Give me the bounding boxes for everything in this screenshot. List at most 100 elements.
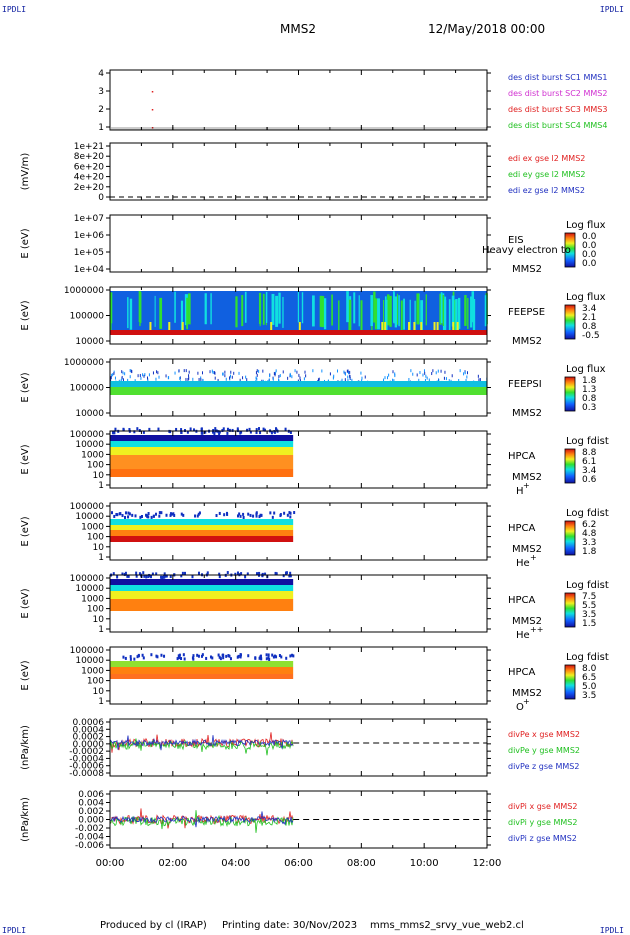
spectrogram-sparse bbox=[180, 657, 183, 661]
spectrogram-sparse bbox=[169, 513, 172, 517]
colorbar-tick-label: 1.8 bbox=[582, 547, 597, 557]
spectrogram-sparse bbox=[249, 430, 252, 434]
spectrogram-sparse bbox=[477, 374, 479, 378]
spectrogram-sparse bbox=[197, 571, 200, 575]
spectrogram-sparse bbox=[214, 376, 216, 380]
spectrogram-sparse bbox=[135, 571, 138, 575]
spectrogram-sparse bbox=[239, 655, 242, 659]
ytick-label: 10 bbox=[93, 543, 105, 553]
spectrogram-sparse bbox=[321, 369, 323, 373]
ytick-label: 2e+20 bbox=[74, 183, 105, 193]
spectrogram-sparse bbox=[393, 379, 395, 383]
spectrogram-sparse bbox=[293, 511, 296, 515]
spectrogram-streak bbox=[358, 295, 360, 327]
chart-figure: 4 3 2 1 des dist burst SC1 MMS1 des dist burs… bbox=[20, 69, 609, 869]
spectrogram-sparse bbox=[200, 376, 202, 380]
spectrogram-sparse bbox=[128, 428, 131, 432]
spectrogram-sparse bbox=[178, 656, 181, 660]
spectrogram-sparse bbox=[444, 370, 446, 374]
spectrogram-sparse bbox=[183, 369, 185, 373]
spectrogram-sparse bbox=[178, 369, 180, 373]
spectrogram-sparse bbox=[133, 657, 136, 661]
ytick-label: 0.000 bbox=[78, 816, 104, 826]
spectrogram-streak bbox=[451, 295, 455, 327]
spectrogram-sparse bbox=[222, 372, 224, 376]
spectrogram-sparse bbox=[299, 376, 301, 380]
spectrogram-sparse bbox=[121, 572, 124, 576]
spectrogram-sparse bbox=[112, 373, 114, 377]
spectrogram-sparse bbox=[252, 514, 255, 518]
ylabel: E (eV) bbox=[20, 660, 31, 690]
spectrogram-streak bbox=[319, 295, 323, 327]
ytick-label: -0.004 bbox=[75, 833, 104, 843]
spectrogram-sparse bbox=[256, 369, 258, 373]
spectrogram-sparse bbox=[129, 369, 131, 373]
spectrogram-sparse bbox=[349, 375, 351, 379]
spectrogram-sparse bbox=[226, 571, 229, 575]
spectrogram-sparse bbox=[343, 370, 345, 374]
spectrogram-sparse bbox=[116, 575, 119, 579]
spectrogram-band bbox=[110, 441, 294, 447]
spectrogram-sparse bbox=[292, 654, 295, 658]
spectrogram-sparse bbox=[274, 654, 277, 658]
spectrogram-sparse bbox=[167, 376, 169, 380]
spectrogram-sparse bbox=[225, 377, 227, 381]
spectrogram-sparse bbox=[202, 379, 204, 383]
spectrogram-sparse bbox=[255, 511, 258, 515]
spectrogram-sparse bbox=[197, 371, 199, 375]
instrument-label: HPCA bbox=[508, 523, 536, 534]
spectrogram-hot bbox=[181, 322, 184, 330]
spectrogram-sparse bbox=[124, 515, 127, 519]
spectrogram-sparse bbox=[160, 653, 163, 657]
spectrogram-sparse bbox=[259, 655, 262, 659]
spectrogram-sparse bbox=[264, 572, 267, 576]
spectrogram-sparse bbox=[174, 371, 176, 375]
spectrogram-band bbox=[110, 579, 294, 585]
ylabel: (nPa/km) bbox=[20, 797, 31, 842]
spectrogram-streak bbox=[420, 300, 424, 332]
spectrogram-sparse bbox=[182, 513, 185, 517]
ytick-label: 1e+04 bbox=[74, 265, 105, 275]
spectrogram-sparse bbox=[269, 374, 271, 378]
ytick-label: -0.002 bbox=[75, 824, 104, 834]
spectrogram-sparse bbox=[188, 376, 190, 380]
spectrogram-sparse bbox=[236, 571, 239, 575]
spectrogram-sparse bbox=[238, 512, 241, 516]
spectrogram-sparse bbox=[170, 512, 173, 516]
spectrogram-sparse bbox=[424, 371, 426, 375]
date-title: 12/May/2018 00:00 bbox=[428, 22, 546, 36]
spectrogram-sparse bbox=[180, 430, 183, 434]
spectrogram-sparse bbox=[221, 653, 224, 657]
spectrogram-sparse bbox=[258, 571, 261, 575]
spectrogram-sparse bbox=[256, 373, 258, 377]
spectrogram-sparse bbox=[213, 371, 215, 375]
spectrogram-sparse bbox=[127, 574, 130, 578]
corner-label-bottom-left: IPDLI bbox=[2, 926, 27, 935]
spectrogram-sparse bbox=[418, 378, 420, 382]
spectrogram-sparse bbox=[267, 656, 270, 660]
spectrogram-sparse bbox=[121, 370, 123, 374]
colorbar bbox=[564, 592, 576, 628]
spectrogram-streak bbox=[393, 292, 395, 324]
spectrogram-sparse bbox=[143, 374, 145, 378]
spectrogram-sparse bbox=[464, 371, 466, 375]
ytick-label: 100 bbox=[87, 605, 104, 615]
spectrogram-sparse bbox=[129, 655, 132, 659]
spectrogram-sparse bbox=[136, 655, 139, 659]
spectrogram-sparse bbox=[147, 376, 149, 380]
spectrogram-sparse bbox=[131, 513, 134, 517]
spectrogram-sparse bbox=[222, 656, 225, 660]
spectrogram-sparse bbox=[478, 378, 480, 382]
ytick-label: 10000 bbox=[75, 440, 104, 450]
spectrogram-sparse bbox=[135, 574, 138, 578]
spectrogram-sparse bbox=[200, 654, 203, 658]
spectrogram-sparse bbox=[176, 657, 179, 661]
spectrogram-sparse bbox=[111, 511, 114, 515]
ytick-label: 1 bbox=[98, 625, 104, 635]
spectrogram-sparse bbox=[127, 378, 129, 382]
spectrogram-sparse bbox=[275, 572, 278, 576]
spectrogram-sparse bbox=[289, 654, 292, 658]
spectrogram-streak bbox=[204, 293, 207, 325]
spacecraft-title: MMS2 bbox=[280, 22, 316, 36]
spectrogram-sparse bbox=[222, 372, 224, 376]
